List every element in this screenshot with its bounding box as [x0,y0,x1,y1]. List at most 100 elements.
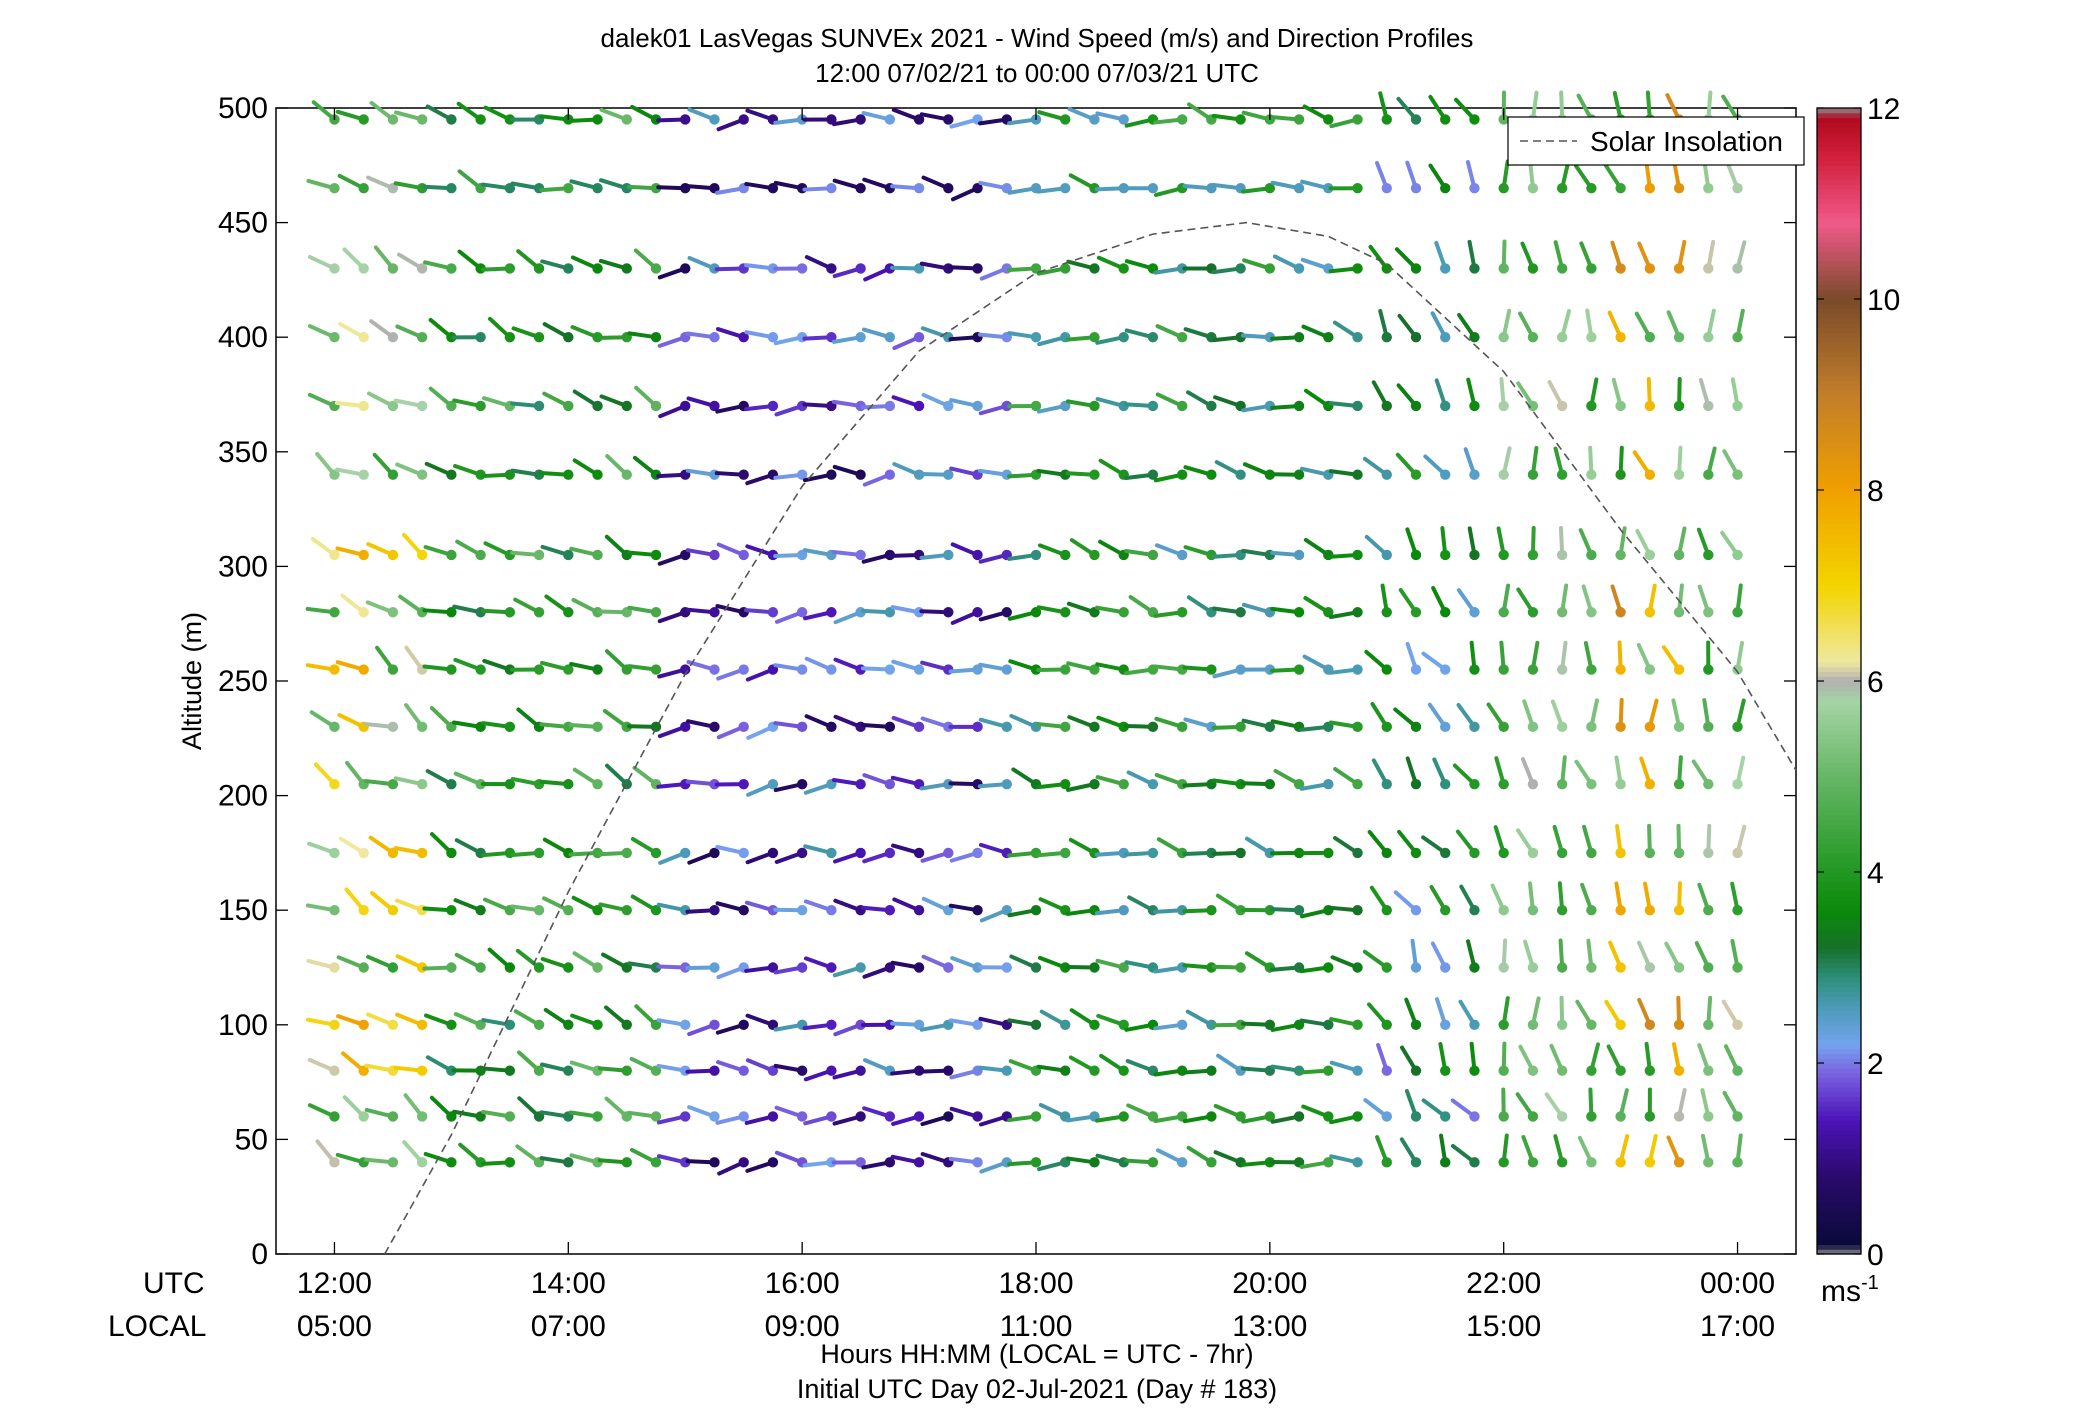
colorbar-segment [1817,346,1861,353]
wind-barb-dot [1352,332,1363,343]
wind-barb-dot [563,469,574,480]
colorbar-segment [1817,437,1861,443]
colorbar-tick-label: 8 [1867,475,1884,508]
wind-barb-dot [592,905,603,916]
colorbar-segment [1817,934,1861,940]
wind-barb-dot [563,183,574,194]
colorbar-segment [1817,647,1861,653]
wind-barb-dot [1440,1111,1451,1122]
wind-barb-dot [709,332,720,343]
wind-barb-dot [1469,847,1480,859]
wind-barb-dot [972,549,983,561]
wind-barb-dot [329,962,340,973]
wind-barb-dot [358,1111,369,1122]
wind-barb-dot [913,664,925,675]
colorbar-segment [1817,1015,1861,1021]
wind-barb-dot [1527,400,1539,412]
wind-barb-dot [1644,962,1656,973]
colorbar-segment [1817,490,1861,496]
wind-barb-dot [533,1019,545,1030]
wind-barb-dot [358,114,369,125]
wind-barb-dot [1293,263,1305,274]
colorbar-segment [1817,867,1861,873]
wind-barb-dot [1147,778,1159,790]
wind-barb-dot [416,400,428,412]
wind-barb-dot [621,905,632,916]
wind-barb-dot [504,664,516,675]
wind-barb-dot [1410,183,1422,194]
wind-barb-dot [387,905,399,916]
colorbar-segment [1817,150,1861,157]
wind-barb-dot [738,114,749,125]
colorbar-segment [1817,313,1861,319]
wind-barb-dot [767,1065,779,1076]
wind-barb-dot [1556,469,1568,480]
wind-barb-dot [592,400,603,412]
wind-barb-dot [1176,469,1188,480]
wind-barb-dot [855,1157,866,1168]
wind-barb-dot [709,1019,720,1030]
wind-barb-dot [1381,607,1392,618]
colorbar-segment [1817,781,1861,787]
wind-barb-dot [1235,847,1246,859]
wind-barb-dot [1089,962,1100,973]
colorbar-segment [1817,1148,1861,1155]
wind-barb-dot [1206,1157,1217,1168]
colorbar-segment [1817,227,1861,233]
wind-barb-dot [1410,847,1422,859]
wind-barb-dot [1498,1157,1509,1168]
wind-barb-dot [592,549,603,561]
wind-barb-dot [943,1065,954,1076]
colorbar-segment [1817,614,1861,620]
wind-barb-dot [416,1111,428,1122]
wind-barb-dot [943,1111,954,1122]
wind-barb-dot [416,1065,428,1076]
colorbar-segment [1817,580,1861,587]
colorbar-segment [1817,198,1861,205]
wind-barb-dot [855,847,866,859]
wind-barb-dot [1001,607,1012,618]
wind-barb-dot [1323,847,1334,859]
wind-barb-dot [738,1019,749,1030]
wind-barb-dot [884,469,896,480]
wind-barb-dot [329,905,340,916]
wind-barb-dot [387,664,399,675]
wind-barb-dot [972,607,983,618]
wind-barb-dot [1440,1019,1451,1030]
colorbar-segment [1817,284,1861,291]
wind-barb-dot [1527,847,1539,859]
y-tick-label: 350 [218,436,268,469]
wind-barb-dot [1235,607,1246,618]
wind-barb-dot [592,962,603,973]
wind-barb-dot [1644,721,1656,733]
wind-barb-dot [1673,1019,1685,1030]
wind-barb-dot [1410,664,1422,675]
wind-barb-dot [650,549,662,561]
colorbar-segment [1817,289,1861,295]
colorbar-segment [1817,442,1861,448]
wind-barb-dot [1264,1157,1276,1168]
wind-barb-dot [1440,1065,1451,1076]
wind-barb-dot [680,400,691,412]
colorbar: 0 2 4 6 8 10 12 [1816,93,1900,1272]
wind-barb-dot [1673,400,1685,412]
wind-barb-dot [1615,664,1626,675]
wind-barb-dot [1381,1157,1392,1168]
wind-barb-dot [913,183,925,194]
wind-barb-dot [1147,332,1159,343]
colorbar-tick-label: 10 [1867,284,1900,317]
wind-barb-dot [972,664,983,675]
colorbar-segment [1817,981,1861,988]
wind-barb-dot [504,1019,516,1030]
wind-barb-dot [358,607,369,618]
colorbar-segment [1817,423,1861,429]
wind-barb-dot [650,1111,662,1122]
wind-barb-dot [1001,721,1012,733]
wind-barb-dot [1586,664,1597,675]
wind-barb-dot [1498,1065,1509,1076]
wind-barb-dot [1176,263,1188,274]
wind-barb-dot [913,263,925,274]
wind-barb-dot [1586,263,1597,274]
wind-barb-dot [884,114,896,125]
wind-barb-dot [533,962,545,973]
